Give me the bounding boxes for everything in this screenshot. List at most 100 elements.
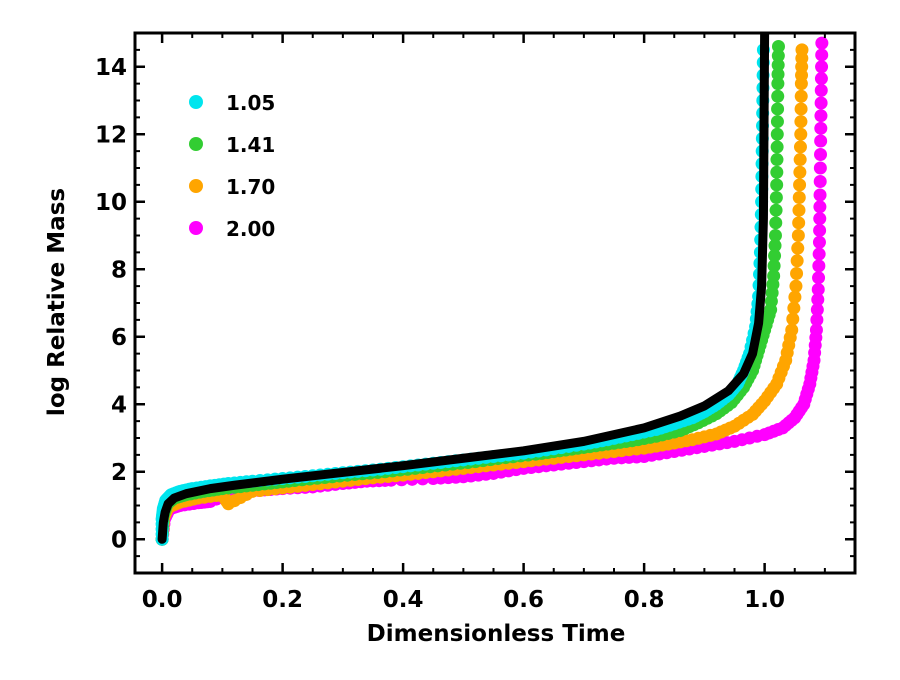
data-layer bbox=[155, 33, 829, 546]
data-point bbox=[814, 109, 828, 123]
data-point bbox=[785, 323, 799, 337]
data-point bbox=[768, 229, 782, 242]
data-point bbox=[813, 175, 827, 188]
data-point bbox=[813, 223, 827, 237]
y-tick-label: 4 bbox=[111, 392, 127, 418]
legend-marker bbox=[189, 95, 203, 109]
data-point bbox=[814, 96, 828, 110]
legend-item-2-00: 2.00 bbox=[189, 217, 275, 241]
data-point bbox=[813, 200, 827, 214]
data-point bbox=[810, 313, 824, 327]
legend-marker bbox=[189, 137, 203, 151]
axes-layer: 0.0 0.2 0.4 0.6 0.8 1.0 0 2 4 6 8 10 12 14 bbox=[95, 31, 857, 613]
data-point bbox=[812, 235, 826, 249]
data-point bbox=[771, 58, 785, 72]
data-point bbox=[771, 49, 785, 63]
data-point bbox=[769, 203, 783, 217]
data-point bbox=[771, 89, 785, 103]
data-point bbox=[794, 127, 808, 141]
series-1-70 bbox=[155, 43, 809, 546]
data-point bbox=[791, 241, 805, 255]
y-axis-title: log Relative Mass bbox=[44, 188, 70, 416]
data-point bbox=[810, 303, 824, 317]
data-point bbox=[793, 165, 807, 179]
data-point bbox=[771, 77, 785, 91]
data-point bbox=[813, 161, 827, 175]
data-point bbox=[770, 140, 784, 154]
data-point bbox=[792, 203, 806, 217]
data-point bbox=[768, 249, 782, 263]
data-point bbox=[814, 148, 828, 161]
data-point bbox=[771, 67, 785, 81]
data-point bbox=[793, 153, 807, 167]
x-tick-label: 1.0 bbox=[744, 587, 785, 613]
data-point bbox=[814, 72, 828, 86]
legend-label: 2.00 bbox=[226, 217, 275, 241]
data-point bbox=[790, 254, 804, 268]
legend-label: 1.05 bbox=[226, 91, 275, 115]
data-point bbox=[811, 293, 825, 307]
data-point bbox=[794, 115, 808, 129]
reference-curve bbox=[157, 33, 770, 544]
y-tick-label: 12 bbox=[95, 122, 127, 148]
data-point bbox=[769, 216, 783, 230]
y-tick-label: 10 bbox=[95, 190, 127, 216]
data-point bbox=[770, 165, 784, 179]
data-point bbox=[813, 212, 827, 226]
data-point bbox=[770, 178, 784, 192]
x-tick-label: 0.2 bbox=[262, 587, 303, 613]
data-point bbox=[770, 127, 784, 141]
data-point bbox=[812, 271, 826, 285]
y-tick-label: 2 bbox=[111, 460, 127, 486]
data-point bbox=[767, 269, 781, 283]
x-axis-title: Dimensionless Time bbox=[367, 621, 626, 647]
data-point bbox=[767, 259, 781, 273]
data-point bbox=[792, 191, 806, 205]
legend-marker bbox=[189, 179, 203, 193]
data-point bbox=[786, 312, 800, 326]
data-point bbox=[770, 153, 784, 167]
data-point bbox=[795, 43, 809, 57]
data-point bbox=[788, 290, 802, 304]
x-tick-label: 0.8 bbox=[624, 587, 665, 613]
y-tick-label: 0 bbox=[111, 527, 127, 553]
legend-label: 1.41 bbox=[226, 133, 275, 157]
data-point bbox=[794, 89, 808, 103]
legend-item-1-41: 1.41 bbox=[189, 133, 275, 157]
data-point bbox=[813, 188, 827, 202]
y-tick-label: 8 bbox=[111, 257, 127, 283]
data-point bbox=[811, 283, 825, 296]
legend-item-1-70: 1.70 bbox=[189, 175, 275, 199]
data-point bbox=[768, 239, 782, 253]
data-point bbox=[794, 102, 808, 116]
data-point bbox=[814, 134, 828, 148]
data-point bbox=[792, 216, 806, 230]
legend-label: 1.70 bbox=[226, 175, 275, 199]
data-point bbox=[771, 40, 785, 53]
legend-marker bbox=[189, 221, 203, 235]
data-point bbox=[809, 323, 823, 337]
data-point bbox=[814, 121, 828, 135]
data-point bbox=[789, 279, 803, 293]
data-point bbox=[812, 247, 826, 261]
data-point bbox=[771, 102, 785, 116]
data-point bbox=[815, 60, 829, 74]
y-tick-label: 6 bbox=[111, 325, 127, 351]
x-tick-label: 0.4 bbox=[383, 587, 424, 613]
legend-item-1-05: 1.05 bbox=[189, 91, 275, 115]
x-tick-label: 0.6 bbox=[503, 587, 544, 613]
data-point bbox=[814, 83, 828, 97]
x-tick-label: 0.0 bbox=[142, 587, 183, 613]
legend: 1.05 1.41 1.70 2.00 bbox=[189, 91, 275, 241]
data-point bbox=[793, 178, 807, 192]
data-point bbox=[793, 140, 807, 154]
data-point bbox=[790, 266, 804, 280]
data-point bbox=[770, 115, 784, 129]
data-point bbox=[769, 191, 783, 205]
data-point bbox=[787, 301, 801, 315]
data-point bbox=[815, 48, 829, 62]
data-point bbox=[815, 36, 829, 50]
data-point bbox=[791, 229, 805, 242]
